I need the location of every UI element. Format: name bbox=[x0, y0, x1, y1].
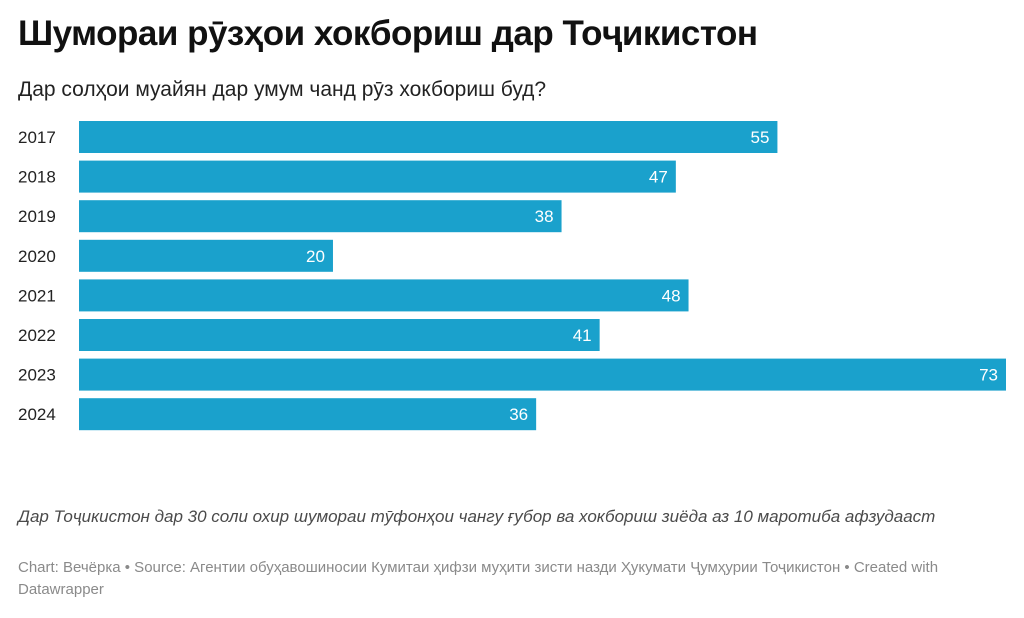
bar bbox=[79, 200, 562, 233]
category-label: 2022 bbox=[18, 326, 56, 345]
bar bbox=[79, 279, 689, 312]
category-label: 2024 bbox=[18, 405, 56, 424]
bar-value-label: 55 bbox=[751, 128, 770, 147]
bar bbox=[79, 398, 537, 431]
chart-title: Шумораи рӯзҳои хокбориш дар Тоҷикистон bbox=[18, 14, 758, 53]
category-label: 2018 bbox=[18, 168, 56, 187]
bar-value-label: 38 bbox=[535, 207, 554, 226]
category-label: 2019 bbox=[18, 207, 56, 226]
bar bbox=[79, 358, 1006, 391]
bar bbox=[79, 239, 333, 272]
bar-value-label: 73 bbox=[979, 366, 998, 385]
bar bbox=[79, 319, 600, 351]
bar bbox=[79, 160, 676, 193]
category-label: 2017 bbox=[18, 128, 56, 147]
bar-value-label: 41 bbox=[573, 326, 592, 345]
category-label: 2020 bbox=[18, 247, 56, 266]
bar-value-label: 47 bbox=[649, 168, 668, 187]
bar-value-label: 48 bbox=[662, 286, 681, 305]
category-label: 2023 bbox=[18, 366, 56, 385]
chart-subtitle: Дар солҳои муайян дар умум чанд рӯз хокб… bbox=[18, 78, 547, 101]
bar-value-label: 36 bbox=[509, 405, 528, 424]
bar bbox=[79, 121, 778, 153]
chart-footer: Chart: Вечёрка • Source: Агентии обуҳаво… bbox=[18, 559, 939, 598]
bar-value-label: 20 bbox=[306, 247, 325, 266]
category-label: 2021 bbox=[18, 286, 56, 305]
chart-note: Дар Тоҷикистон дар 30 соли охир шумораи … bbox=[18, 507, 936, 526]
